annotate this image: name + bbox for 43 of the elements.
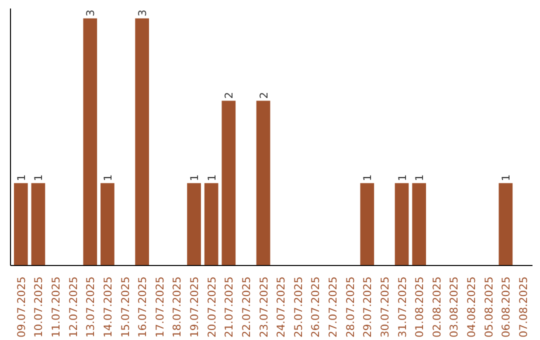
data-label: 1 <box>32 174 46 182</box>
data-label: 1 <box>101 174 114 182</box>
data-label: 1 <box>205 174 218 182</box>
data-label: 1 <box>14 174 28 182</box>
x-tick-label: 01.08.2025 <box>413 276 426 338</box>
x-tick-label: 07.08.2025 <box>516 276 530 338</box>
x-tick-label: 29.07.2025 <box>361 276 374 338</box>
x-tick-label: 04.08.2025 <box>465 276 478 338</box>
x-tick-label: 30.07.2025 <box>378 276 392 338</box>
data-label: 1 <box>413 174 426 182</box>
x-tick-label: 20.07.2025 <box>205 276 218 338</box>
x-tick-label: 23.07.2025 <box>257 276 270 338</box>
x-tick-label: 14.07.2025 <box>101 276 114 338</box>
x-tick-label: 13.07.2025 <box>84 276 98 338</box>
x-tick-label: 25.07.2025 <box>292 276 305 338</box>
x-tick-label: 19.07.2025 <box>188 276 202 338</box>
x-tick-label: 06.08.2025 <box>500 276 513 338</box>
x-tick-label: 27.07.2025 <box>326 276 340 338</box>
data-label: 2 <box>222 92 236 99</box>
x-tick-label: 21.07.2025 <box>222 276 236 338</box>
x-tick-label: 10.07.2025 <box>32 276 46 338</box>
x-tick-label: 31.07.2025 <box>396 276 409 338</box>
data-label: 1 <box>188 174 202 182</box>
data-label: 1 <box>500 174 513 182</box>
x-tick-label: 17.07.2025 <box>153 276 166 338</box>
x-tick-label: 02.08.2025 <box>430 276 444 338</box>
x-tick-label: 09.07.2025 <box>14 276 28 338</box>
x-tick-label: 11.07.2025 <box>50 276 63 338</box>
x-tick-label: 22.07.2025 <box>240 276 253 338</box>
data-label: 2 <box>257 92 270 99</box>
x-tick-label: 24.07.2025 <box>274 276 288 338</box>
x-tick-label: 28.07.2025 <box>344 276 357 338</box>
data-label: 3 <box>136 10 150 16</box>
data-label: 1 <box>361 174 374 182</box>
x-tick-label: 05.08.2025 <box>482 276 496 338</box>
x-tick-label: 15.07.2025 <box>118 276 132 338</box>
data-label: 3 <box>84 10 98 16</box>
x-tick-label: 16.07.2025 <box>136 276 150 338</box>
x-tick-label: 03.08.2025 <box>448 276 461 338</box>
data-label: 1 <box>396 174 409 182</box>
x-tick-label: 18.07.2025 <box>170 276 184 338</box>
x-tick-label: 12.07.2025 <box>66 276 80 338</box>
x-tick-label: 26.07.2025 <box>309 276 322 338</box>
